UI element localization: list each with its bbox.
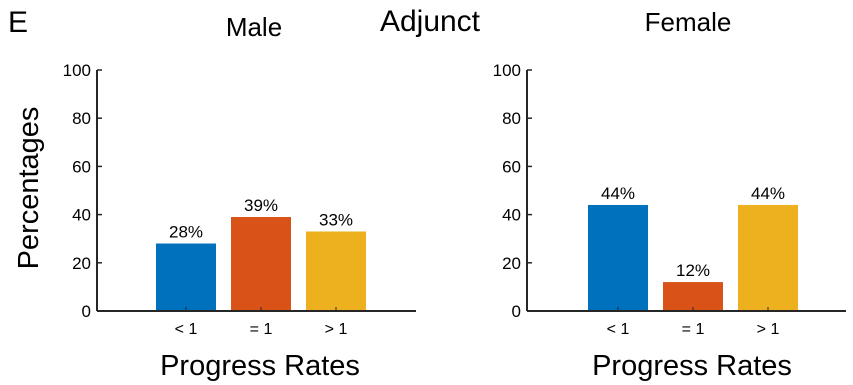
female-y-tick-label-20: 20 — [502, 254, 521, 273]
female-x-axis-label: Progress Rates — [592, 350, 792, 382]
female-x-tick-label-2: = 1 — [682, 321, 705, 338]
male-x-tick-label-2: = 1 — [250, 321, 273, 338]
female-chart-panel: Female 44% < 1 12% = 1 44% > 1 0 20 40 60 80 100 Prog… — [493, 7, 846, 382]
female-chart-title: Female — [645, 7, 732, 37]
male-y-axis-label: Percentages — [13, 107, 45, 270]
male-y-tick-label-60: 60 — [72, 157, 91, 176]
male-data-label-3: 33% — [319, 210, 353, 229]
male-bar-2 — [231, 217, 291, 311]
female-bar-2 — [663, 282, 723, 311]
female-bar-3 — [738, 204, 798, 311]
male-y-tick-label-100: 100 — [63, 61, 91, 80]
figure-title: Adjunct — [380, 5, 481, 38]
female-y-tick-label-80: 80 — [502, 109, 521, 128]
female-data-label-3: 44% — [751, 184, 785, 203]
male-data-label-2: 39% — [244, 196, 278, 215]
male-bar-1 — [156, 243, 216, 311]
female-x-tick-label-1: < 1 — [607, 321, 630, 338]
male-y-tick-label-0: 0 — [82, 302, 91, 321]
panel-letter: E — [8, 6, 28, 39]
male-y-tick-label-80: 80 — [72, 109, 91, 128]
female-bar-1 — [588, 204, 648, 311]
male-bar-3 — [306, 231, 366, 311]
male-x-tick-label-3: > 1 — [325, 321, 348, 338]
male-y-tick-label-40: 40 — [72, 206, 91, 225]
male-x-axis-label: Progress Rates — [160, 350, 360, 382]
female-x-tick-label-3: > 1 — [757, 321, 780, 338]
female-data-label-2: 12% — [676, 261, 710, 280]
female-y-tick-label-0: 0 — [512, 302, 521, 321]
male-y-tick-label-20: 20 — [72, 254, 91, 273]
female-y-tick-label-40: 40 — [502, 206, 521, 225]
male-x-tick-label-1: < 1 — [175, 321, 198, 338]
female-data-label-1: 44% — [601, 184, 635, 203]
female-y-tick-label-100: 100 — [493, 61, 521, 80]
male-chart-title: Male — [226, 12, 282, 42]
male-chart-panel: Male 28% < 1 39% = 1 33% > 1 0 20 40 60 80 100 Progre… — [13, 12, 416, 382]
male-data-label-1: 28% — [169, 223, 203, 242]
female-y-tick-label-60: 60 — [502, 157, 521, 176]
